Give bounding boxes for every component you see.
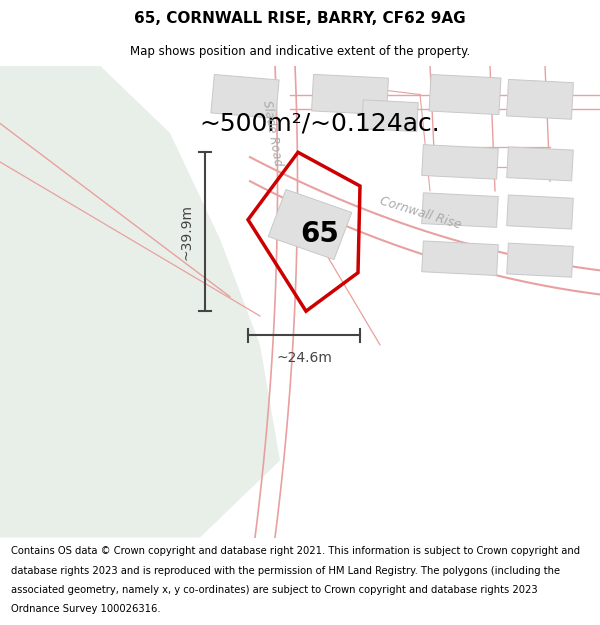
- Text: 65: 65: [301, 220, 340, 248]
- Polygon shape: [211, 74, 279, 118]
- Text: Ordnance Survey 100026316.: Ordnance Survey 100026316.: [11, 604, 160, 614]
- Text: database rights 2023 and is reproduced with the permission of HM Land Registry. : database rights 2023 and is reproduced w…: [11, 566, 560, 576]
- Polygon shape: [362, 100, 418, 131]
- Text: Map shows position and indicative extent of the property.: Map shows position and indicative extent…: [130, 45, 470, 58]
- Polygon shape: [422, 144, 498, 179]
- Text: Contains OS data © Crown copyright and database right 2021. This information is : Contains OS data © Crown copyright and d…: [11, 546, 580, 556]
- Text: ~500m²/~0.124ac.: ~500m²/~0.124ac.: [200, 111, 440, 136]
- Polygon shape: [507, 243, 573, 277]
- Polygon shape: [0, 66, 280, 538]
- Polygon shape: [422, 241, 498, 276]
- Text: associated geometry, namely x, y co-ordinates) are subject to Crown copyright an: associated geometry, namely x, y co-ordi…: [11, 585, 538, 595]
- Text: ~39.9m: ~39.9m: [179, 204, 193, 260]
- Polygon shape: [422, 192, 498, 228]
- Text: Slade Road: Slade Road: [260, 99, 284, 167]
- Polygon shape: [429, 74, 501, 114]
- Text: 65, CORNWALL RISE, BARRY, CF62 9AG: 65, CORNWALL RISE, BARRY, CF62 9AG: [134, 11, 466, 26]
- Polygon shape: [507, 147, 573, 181]
- Polygon shape: [311, 74, 388, 114]
- Polygon shape: [268, 189, 352, 259]
- Polygon shape: [506, 79, 574, 119]
- Text: Cornwall Rise: Cornwall Rise: [377, 194, 463, 231]
- Polygon shape: [507, 195, 573, 229]
- Text: ~24.6m: ~24.6m: [276, 351, 332, 364]
